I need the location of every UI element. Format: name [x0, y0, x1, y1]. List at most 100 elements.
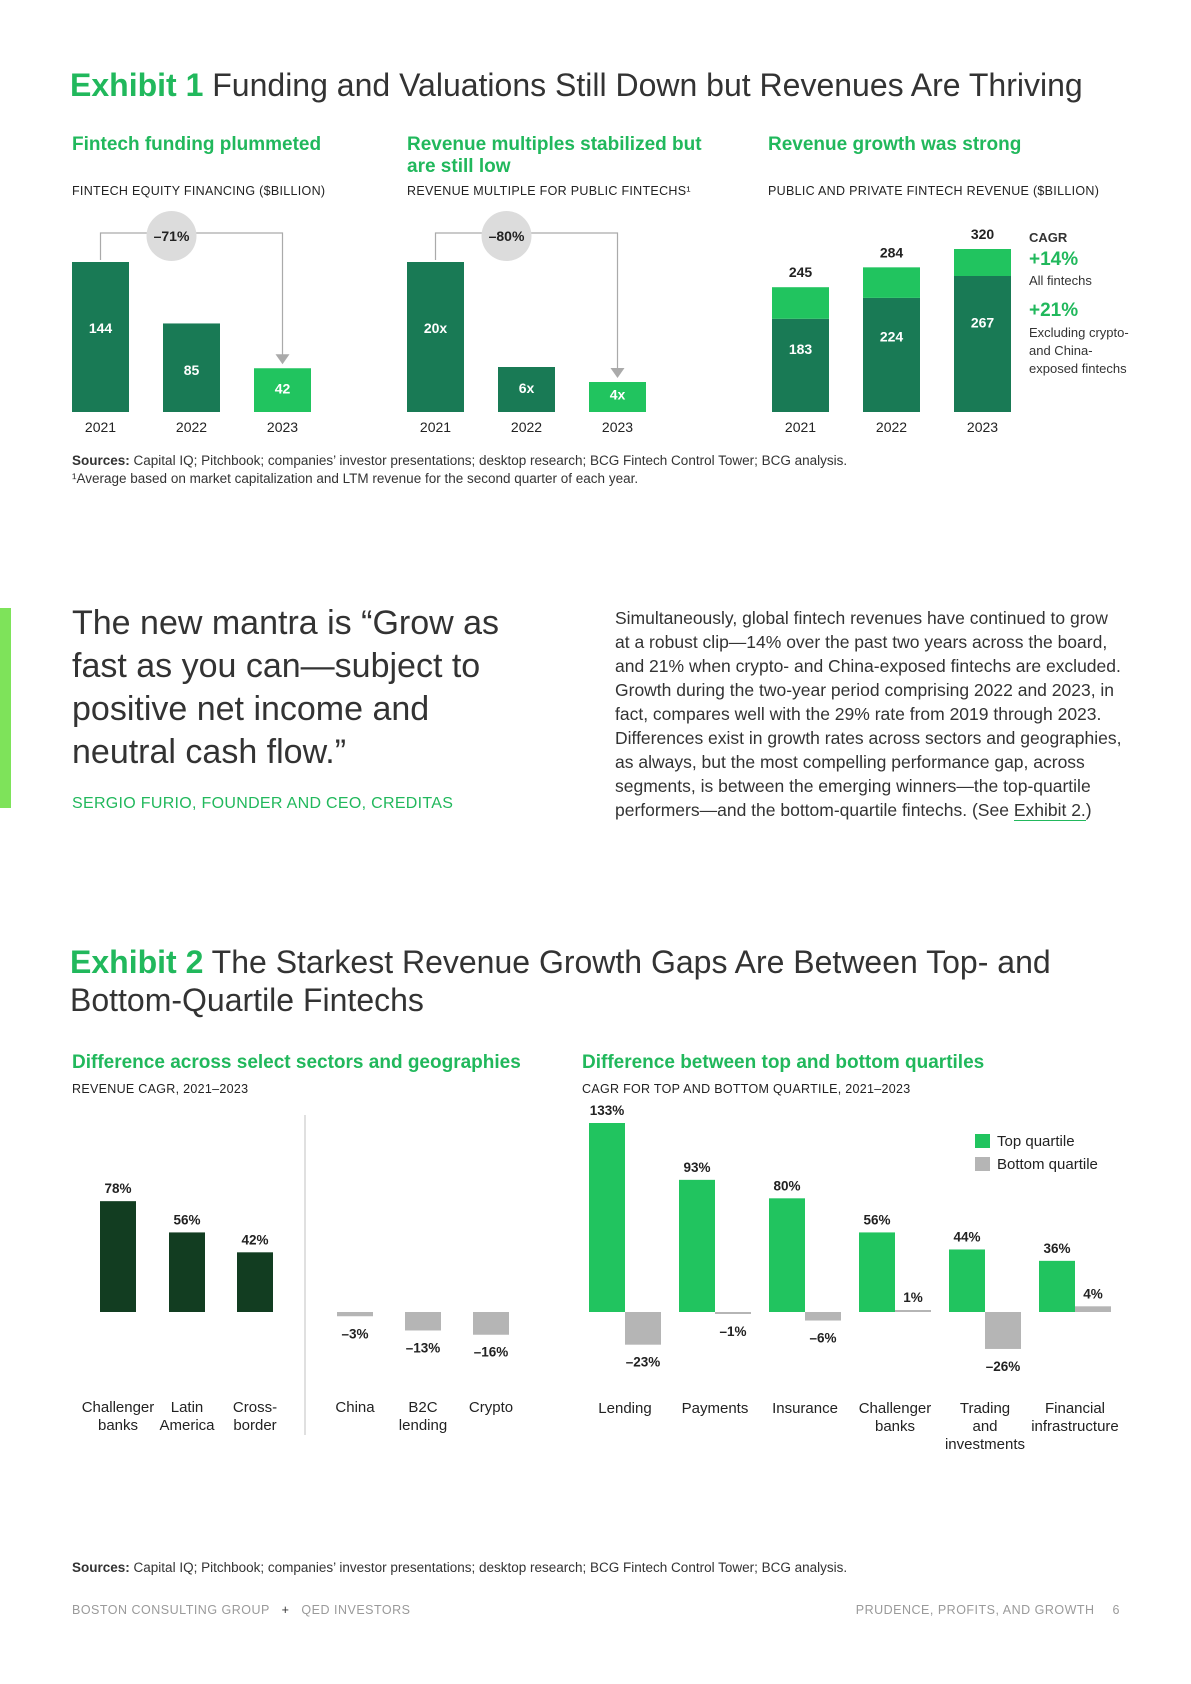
bar-funding-2022: [163, 323, 220, 412]
bar-revenue-base-2022: [863, 297, 920, 412]
x-tick-label: 2021: [85, 419, 116, 435]
x-tick-label: 2021: [420, 419, 451, 435]
data-label: 224: [880, 328, 904, 344]
change-arrowhead: [275, 354, 290, 365]
data-label: 4%: [1083, 1286, 1103, 1301]
x-tick-label: B2C: [408, 1399, 437, 1416]
data-label: –3%: [341, 1326, 368, 1341]
x-tick-label: Payments: [682, 1400, 749, 1417]
data-label: –16%: [474, 1345, 509, 1360]
exhibit1-heading: Exhibit 1 Funding and Valuations Still D…: [70, 66, 1130, 104]
panel2-title: Revenue multiples stabilized but are sti…: [407, 134, 702, 177]
cagr-block: CAGR +14% All fintechs +21% Excluding cr…: [1029, 230, 1149, 378]
bar-bottom-quartile: [1075, 1306, 1111, 1312]
change-badge: [481, 211, 532, 261]
data-label: –13%: [406, 1340, 441, 1355]
bar-china: [337, 1312, 373, 1317]
data-label: 42%: [241, 1232, 268, 1247]
x-tick-label: banks: [875, 1418, 915, 1435]
exhibit2-heading: Exhibit 2 The Starkest Revenue Growth Ga…: [70, 943, 1070, 1019]
x-tick-label: 2023: [267, 419, 298, 435]
bar-latin-america: [169, 1232, 205, 1312]
exhibit1-sources-label: Sources:: [72, 453, 130, 468]
x-tick-label: Cross-: [233, 1399, 277, 1416]
bar-cross-border: [237, 1252, 273, 1312]
bar-top-quartile: [859, 1232, 895, 1312]
x-tick-label: Insurance: [772, 1400, 838, 1417]
data-label: 144: [89, 320, 113, 336]
exhibit1-sources: Sources: Capital IQ; Pitchbook; companie…: [72, 452, 1132, 470]
panel3-title: Revenue growth was strong: [768, 134, 1022, 155]
data-label: –6%: [809, 1331, 836, 1346]
x-tick-label: America: [159, 1417, 215, 1434]
footer-qed: QED INVESTORS: [301, 1603, 411, 1617]
exhibit1-charts: 144 2021 85 2022 42 2023 –71% 20x 2021 6x 2022 4x 20…: [72, 211, 1011, 435]
x-tick-label: 2022: [176, 419, 207, 435]
footer-report-title: PRUDENCE, PROFITS, AND GROWTH: [855, 1603, 1095, 1617]
body-end: ): [1085, 800, 1092, 820]
bar-top-quartile: [949, 1249, 985, 1312]
exhibit2-link[interactable]: Exhibit 2.: [1013, 800, 1086, 821]
exhibit2-charts: 78%Challengerbanks56%LatinAmerica42%Cros…: [82, 1103, 1119, 1453]
data-label: 93%: [683, 1160, 710, 1175]
data-label: 36%: [1043, 1241, 1070, 1256]
exhibit1-sources-text: Capital IQ; Pitchbook; companies’ invest…: [133, 453, 848, 468]
total-label: 245: [789, 264, 813, 280]
exhibit2-sources-text: Capital IQ; Pitchbook; companies’ invest…: [133, 1560, 848, 1575]
bar-multiple-2021: [407, 262, 464, 412]
cagr-all-value: +14%: [1029, 249, 1079, 270]
exhibit2-title: The Starkest Revenue Growth Gaps Are Bet…: [70, 944, 1051, 1018]
x-tick-label: Challenger: [859, 1400, 932, 1417]
ex2-panel2-title: Difference between top and bottom quarti…: [582, 1052, 985, 1073]
x-tick-label: banks: [98, 1417, 138, 1434]
ex2-panel1-title: Difference across select sectors and geo…: [72, 1052, 521, 1073]
panel1-title: Fintech funding plummeted: [72, 134, 322, 155]
page-number: 6: [1112, 1603, 1120, 1617]
data-label: 20x: [424, 320, 448, 336]
bar-top-quartile: [1039, 1260, 1075, 1312]
data-label: 56%: [173, 1212, 200, 1227]
x-tick-label: 2021: [785, 419, 816, 435]
ex2-panel2-subtitle: CAGR FOR TOP AND BOTTOM QUARTILE, 2021–2…: [582, 1082, 911, 1096]
data-label: 78%: [104, 1181, 131, 1196]
bar-bottom-quartile: [985, 1312, 1021, 1349]
data-label: 1%: [903, 1290, 923, 1305]
data-label: 133%: [590, 1103, 625, 1118]
bar-revenue-top-2022: [863, 267, 920, 298]
x-tick-label: Challenger: [82, 1399, 155, 1416]
data-label: 80%: [773, 1178, 800, 1193]
x-tick-label: Crypto: [469, 1399, 513, 1416]
change-annotation: –71%: [154, 228, 190, 244]
bar-challenger-banks: [100, 1201, 136, 1312]
data-label: 44%: [953, 1229, 980, 1244]
bar-revenue-base-2021: [772, 318, 829, 412]
pull-quote: The new mantra is “Grow as fast as you c…: [72, 604, 500, 771]
quote-accent-bar: [0, 608, 11, 808]
exhibit1-footnote: ¹Average based on market capitalization …: [72, 471, 639, 486]
data-label: 56%: [863, 1212, 890, 1227]
bar-funding-2021: [72, 262, 129, 412]
bar-bottom-quartile: [625, 1312, 661, 1345]
panel1-subtitle: FINTECH EQUITY FINANCING ($BILLION): [72, 184, 326, 198]
quote-attribution: SERGIO FURIO, FOUNDER AND CEO, CREDITAS: [72, 795, 454, 812]
x-tick-label: border: [233, 1417, 276, 1434]
data-label: 6x: [519, 380, 535, 396]
body-paragraph: Simultaneously, global fintech revenues …: [615, 606, 1125, 822]
change-arrowhead: [610, 368, 625, 378]
cagr-excl-label: Excluding crypto- and China-exposed fint…: [1029, 325, 1129, 376]
x-tick-label: Latin: [171, 1399, 204, 1416]
data-label: 85: [184, 362, 200, 378]
data-label: –26%: [986, 1359, 1021, 1374]
bar-bottom-quartile: [805, 1312, 841, 1321]
data-label: 183: [789, 341, 813, 357]
data-label: 267: [971, 315, 995, 331]
x-tick-label: 2022: [876, 419, 907, 435]
legend-swatch-bottom: [975, 1157, 990, 1171]
data-label: –1%: [719, 1324, 746, 1339]
total-label: 320: [971, 226, 995, 242]
x-tick-label: 2023: [602, 419, 633, 435]
x-tick-label: 2023: [967, 419, 998, 435]
data-label: 4x: [610, 386, 626, 402]
cagr-excl-value: +21%: [1029, 300, 1079, 321]
ex2-panel1-subtitle: REVENUE CAGR, 2021–2023: [72, 1082, 249, 1096]
